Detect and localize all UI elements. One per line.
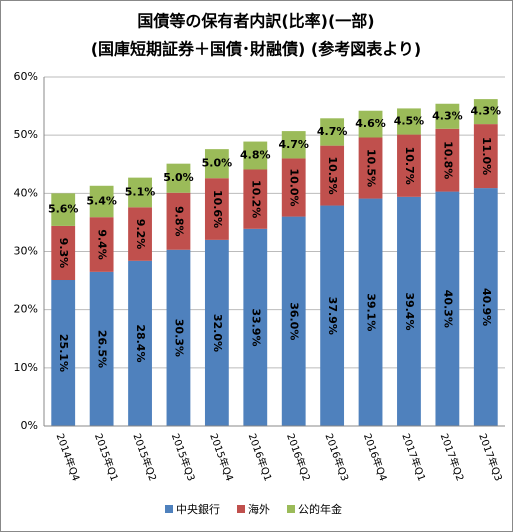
bar-segment: [51, 280, 76, 426]
bar-segment: [397, 108, 421, 135]
data-label: 5.4%: [86, 194, 117, 207]
bar-segment: [397, 196, 421, 426]
legend-label: 海外: [248, 502, 270, 516]
data-label: 5.6%: [48, 203, 79, 216]
bar-segment: [473, 124, 498, 189]
data-label: 4.3%: [471, 105, 502, 118]
bar-segment: [397, 134, 421, 197]
data-label: 25.1%: [57, 334, 70, 372]
data-label: 26.5%: [96, 330, 109, 368]
data-label: 33.9%: [249, 308, 262, 346]
bar-segment: [435, 191, 460, 426]
legend-swatch: [165, 505, 173, 513]
bar-segment: [128, 207, 152, 261]
bar-segment: [243, 228, 268, 426]
chart-subtitle: (国庫短期証券＋国債･財融債) (参考図表より): [91, 40, 422, 59]
bar-segment: [281, 131, 306, 159]
bar-segment: [128, 260, 152, 426]
bar-segment: [243, 141, 268, 170]
bar-segment: [473, 188, 498, 426]
data-label: 11.0%: [480, 137, 493, 175]
legend-swatch: [237, 505, 245, 513]
bar-segment: [166, 163, 191, 193]
bar-segment: [243, 169, 268, 229]
data-label: 9.2%: [134, 219, 147, 250]
data-label: 10.8%: [441, 141, 454, 179]
bar-segment: [358, 198, 383, 426]
bar-segment: [435, 103, 460, 129]
bar-segment: [128, 177, 152, 208]
data-label: 39.1%: [365, 293, 378, 331]
legend-label: 公的年金: [298, 502, 342, 516]
data-label: 10.5%: [365, 149, 378, 187]
bar-segment: [204, 178, 229, 240]
data-label: 37.9%: [326, 297, 339, 335]
data-label: 10.3%: [326, 157, 339, 195]
bar-segment: [204, 239, 229, 426]
bar-segment: [281, 158, 306, 217]
data-label: 4.6%: [355, 117, 386, 130]
data-label: 40.9%: [480, 288, 493, 326]
y-tick-label: 20%: [14, 303, 38, 316]
bar-segment: [320, 118, 345, 146]
y-tick-label: 10%: [14, 361, 38, 374]
bar-segment: [89, 217, 114, 272]
bar-segment: [166, 192, 191, 250]
data-label: 4.8%: [240, 149, 271, 162]
data-label: 9.8%: [172, 206, 185, 237]
bar-segment: [166, 249, 191, 426]
data-label: 5.0%: [163, 171, 194, 184]
data-label: 30.3%: [172, 319, 185, 357]
data-label: 10.0%: [288, 168, 301, 206]
bar-segment: [473, 99, 498, 125]
bar-segment: [89, 185, 114, 218]
bar-segment: [89, 271, 114, 426]
data-label: 10.7%: [403, 147, 416, 185]
y-tick-label: 30%: [14, 245, 38, 258]
bar-segment: [320, 205, 345, 426]
data-label: 9.3%: [57, 238, 70, 269]
y-tick-label: 60%: [14, 70, 38, 83]
bar-segment: [204, 149, 229, 179]
data-label: 4.3%: [432, 109, 463, 122]
y-tick-label: 0%: [21, 419, 38, 432]
bar-segment: [51, 193, 76, 226]
bar-segment: [51, 225, 76, 281]
legend-label: 中央銀行: [176, 502, 220, 516]
data-label: 5.0%: [202, 157, 233, 170]
bar-segment: [281, 216, 306, 426]
data-label: 36.0%: [288, 302, 301, 340]
data-label: 10.2%: [249, 180, 262, 218]
bar-segment: [435, 128, 460, 192]
data-label: 5.1%: [125, 185, 156, 198]
data-label: 28.4%: [134, 324, 147, 362]
data-label: 32.0%: [211, 314, 224, 352]
data-label: 40.3%: [441, 290, 454, 328]
bar-segment: [358, 137, 383, 199]
data-label: 9.4%: [96, 229, 109, 260]
data-label: 4.7%: [317, 125, 348, 138]
bar-segment: [320, 145, 345, 206]
chart-title: 国債等の保有者内訳(比率)(一部): [137, 12, 374, 31]
data-label: 39.4%: [403, 292, 416, 330]
data-label: 4.5%: [394, 114, 425, 127]
legend-swatch: [287, 505, 295, 513]
y-tick-label: 50%: [14, 128, 38, 141]
data-label: 10.6%: [211, 190, 224, 228]
y-tick-label: 40%: [14, 186, 38, 199]
bar-segment: [358, 110, 383, 138]
data-label: 4.7%: [278, 138, 309, 151]
